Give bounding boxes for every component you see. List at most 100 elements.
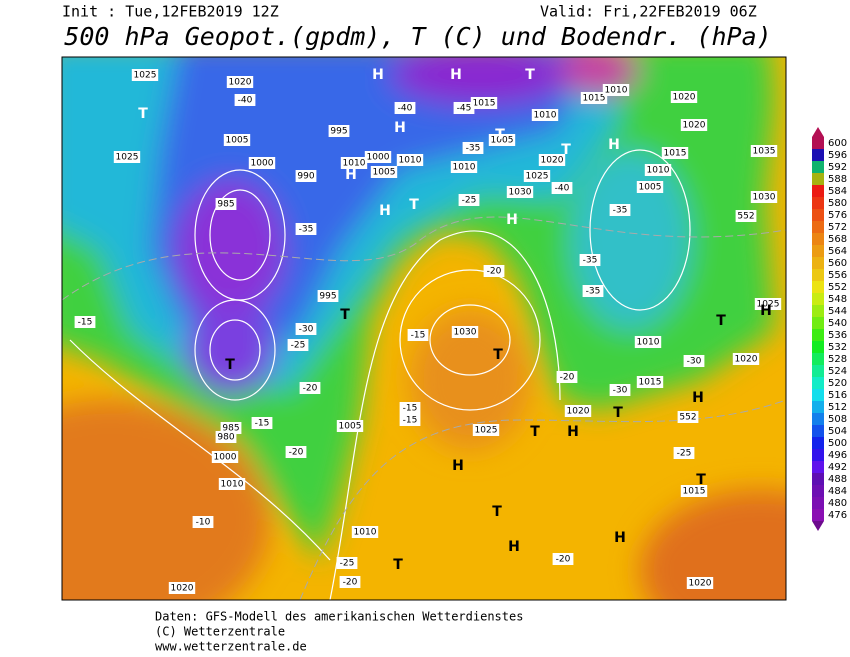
label-box xyxy=(488,134,516,146)
pressure-label: -25 xyxy=(291,341,306,351)
pressure-label: 1020 xyxy=(735,355,758,365)
colorbar-band xyxy=(812,137,824,149)
label-box xyxy=(680,485,708,497)
label-box xyxy=(686,577,714,589)
colorbar-band xyxy=(812,233,824,245)
pressure-label: -40 xyxy=(555,184,570,194)
pressure-label: 1010 xyxy=(343,159,366,169)
colorbar-label: 484 xyxy=(828,486,847,497)
colorbar-label: 520 xyxy=(828,378,847,389)
pressure-label: 1000 xyxy=(214,453,237,463)
footer-line: Daten: GFS-Modell des amerikanischen Wet… xyxy=(155,610,523,624)
label-box xyxy=(218,478,246,490)
pressure-center: H xyxy=(508,539,520,555)
colorbar-band xyxy=(812,497,824,509)
label-box xyxy=(680,119,708,131)
colorbar-band xyxy=(812,293,824,305)
colorbar-band xyxy=(812,509,824,521)
pressure-label: 1010 xyxy=(534,111,557,121)
colorbar-band xyxy=(812,413,824,425)
pressure-label: 552 xyxy=(679,413,696,423)
label-box xyxy=(470,97,498,109)
label-box xyxy=(285,446,307,458)
label-box xyxy=(399,402,421,414)
pressure-center: T xyxy=(492,504,502,520)
pressure-label: -15 xyxy=(403,404,418,414)
label-box xyxy=(251,417,273,429)
colorbar-band xyxy=(812,209,824,221)
pressure-center: H xyxy=(450,67,462,83)
colorbar-label: 536 xyxy=(828,330,847,341)
map-frame xyxy=(61,56,787,601)
label-box xyxy=(552,553,574,565)
label-box xyxy=(299,382,321,394)
colorbar-label: 524 xyxy=(828,366,847,377)
footer-line: www.wetterzentrale.de xyxy=(155,640,307,654)
colorbar-arrow xyxy=(812,521,824,531)
pressure-label: -25 xyxy=(677,449,692,459)
pressure-label: 985 xyxy=(217,200,234,210)
pressure-label: -40 xyxy=(238,96,253,106)
label-box xyxy=(336,557,358,569)
pressure-label: 1010 xyxy=(637,338,660,348)
colorbar-label: 540 xyxy=(828,318,847,329)
pressure-center: H xyxy=(567,424,579,440)
pressure-center: H xyxy=(379,203,391,219)
colorbar-band xyxy=(812,149,824,161)
label-box xyxy=(394,102,416,114)
colorbar-band xyxy=(812,245,824,257)
pressure-label: 1020 xyxy=(229,78,252,88)
colorbar-label: 584 xyxy=(828,186,847,197)
label-box xyxy=(458,194,480,206)
label-box xyxy=(564,405,592,417)
pressure-label: 1000 xyxy=(367,153,390,163)
pressure-center: T xyxy=(696,472,706,488)
pressure-label: 1010 xyxy=(453,163,476,173)
label-box xyxy=(226,76,254,88)
pressure-center: T xyxy=(716,313,726,329)
label-box xyxy=(472,424,500,436)
colorbar-band xyxy=(812,185,824,197)
colorbar-band xyxy=(812,485,824,497)
label-box xyxy=(370,166,398,178)
colorbar-label: 552 xyxy=(828,282,847,293)
label-box xyxy=(538,154,566,166)
colorbar-label: 504 xyxy=(828,426,847,437)
colorbar-band xyxy=(812,449,824,461)
label-box xyxy=(215,198,237,210)
pressure-center: T xyxy=(138,106,148,122)
colorbar-band xyxy=(812,257,824,269)
colorbar-label: 508 xyxy=(828,414,847,425)
label-box xyxy=(735,210,757,222)
pressure-center: H xyxy=(760,303,772,319)
label-box xyxy=(317,290,339,302)
colorbar-band xyxy=(812,341,824,353)
pressure-center: T xyxy=(530,424,540,440)
pressure-label: 1005 xyxy=(491,136,514,146)
label-box xyxy=(223,134,251,146)
pressure-label: 1030 xyxy=(454,328,477,338)
label-box xyxy=(340,157,368,169)
label-box xyxy=(551,182,573,194)
colorbar-label: 544 xyxy=(828,306,847,317)
label-box xyxy=(364,151,392,163)
pressure-label: 1025 xyxy=(116,153,139,163)
pressure-label: -30 xyxy=(613,386,628,396)
pressure-label: 1025 xyxy=(475,426,498,436)
colorbar-band xyxy=(812,197,824,209)
colorbar-band xyxy=(812,389,824,401)
colorbar-label: 516 xyxy=(828,390,847,401)
pressure-center: T xyxy=(493,347,503,363)
pressure-label: -20 xyxy=(343,578,358,588)
label-box xyxy=(215,431,237,443)
colorbar-band xyxy=(812,329,824,341)
colorbar-label: 492 xyxy=(828,462,847,473)
pressure-label: -15 xyxy=(78,318,93,328)
pressure-center: T xyxy=(613,405,623,421)
label-box xyxy=(609,384,631,396)
label-box xyxy=(211,451,239,463)
pressure-label: -30 xyxy=(299,325,314,335)
colorbar-arrow xyxy=(812,127,824,137)
colorbar-band xyxy=(812,317,824,329)
